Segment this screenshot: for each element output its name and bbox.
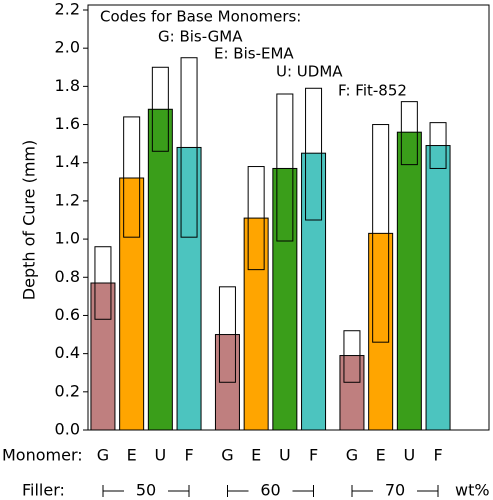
monomer-code: G	[221, 446, 233, 465]
y-tick-label: 1.4	[55, 152, 80, 171]
range-box	[151, 66, 169, 152]
y-tick-label: 0.8	[55, 267, 80, 286]
bar	[147, 108, 173, 431]
y-tick-label: 2.0	[55, 38, 80, 57]
range-box	[218, 286, 236, 383]
legend-entry: E: Bis-EMA	[214, 45, 294, 63]
monomer-code: U	[403, 446, 415, 465]
y-tick-label: 1.2	[55, 190, 80, 209]
filler-label: 70	[385, 481, 405, 500]
bar	[425, 145, 451, 431]
y-tick-label: 0.4	[55, 343, 80, 362]
range-box	[372, 124, 390, 343]
y-tick-label: 1.6	[55, 114, 80, 133]
monomer-code: E	[251, 446, 261, 465]
legend-title: Codes for Base Monomers:	[100, 8, 301, 26]
monomer-code: F	[433, 446, 442, 465]
legend-entry: U: UDMA	[276, 63, 343, 81]
range-box	[400, 101, 418, 166]
monomer-code: E	[376, 446, 386, 465]
y-tick-label: 1.8	[55, 76, 80, 95]
monomer-code: G	[97, 446, 109, 465]
range-box	[343, 330, 361, 383]
y-tick-label: 1.0	[55, 229, 80, 248]
y-tick-label: 0.2	[55, 381, 80, 400]
y-axis-label: Depth of Cure (mm)	[20, 140, 39, 300]
y-tick-label: 2.2	[55, 0, 80, 19]
filler-unit: wt%	[455, 481, 490, 500]
monomer-code: U	[279, 446, 291, 465]
range-box	[94, 246, 112, 320]
bar	[396, 131, 422, 431]
monomer-code: E	[127, 446, 137, 465]
range-box	[305, 87, 323, 221]
monomer-label: Monomer:	[2, 446, 83, 465]
monomer-code: F	[309, 446, 318, 465]
legend-entry: F: Fit-852	[338, 82, 407, 100]
range-box	[123, 116, 141, 238]
filler-label: 50	[136, 481, 156, 500]
monomer-code: U	[154, 446, 166, 465]
y-tick-label: 0.6	[55, 305, 80, 324]
monomer-code: F	[184, 446, 193, 465]
legend-entry: G: Bis-GMA	[158, 28, 243, 46]
range-box	[247, 166, 265, 271]
range-box	[429, 122, 447, 169]
monomer-code: G	[346, 446, 358, 465]
range-box	[180, 57, 198, 238]
filler-label: 60	[260, 481, 280, 500]
range-box	[276, 93, 294, 242]
filler-label: Filler:	[22, 481, 65, 500]
y-tick-label: 0.0	[55, 420, 80, 439]
